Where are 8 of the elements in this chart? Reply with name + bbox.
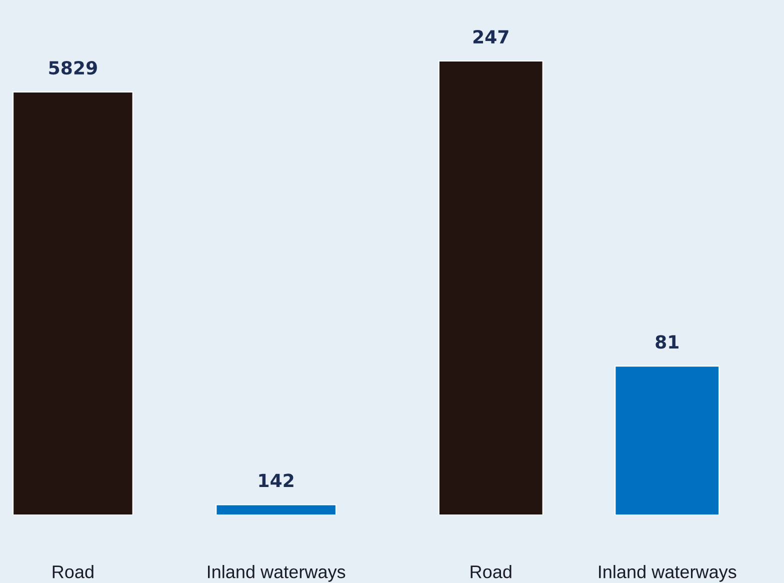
x-tick-label: Inland waterways [599,565,736,582]
data-label: 247 [473,30,508,44]
x-tick-label: Road [52,565,94,578]
data-label: 81 [656,335,678,349]
data-label: 142 [259,474,294,488]
x-tick-label: Inland waterways [208,565,346,582]
x-tick-label: Road [470,565,512,578]
data-label: 5829 [49,60,97,75]
